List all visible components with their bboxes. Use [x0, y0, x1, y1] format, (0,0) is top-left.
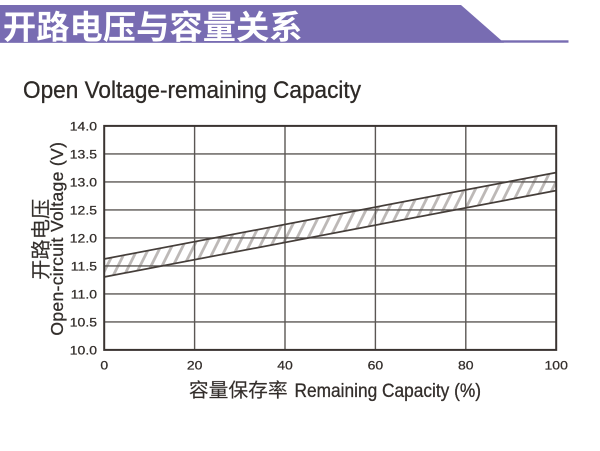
svg-text:11.5: 11.5 — [71, 259, 97, 273]
svg-text:Open-circuit Voltage (V): Open-circuit Voltage (V) — [47, 142, 67, 336]
svg-text:14.0: 14.0 — [70, 119, 97, 133]
svg-text:12.5: 12.5 — [70, 203, 97, 217]
svg-text:40: 40 — [277, 358, 293, 372]
svg-text:80: 80 — [458, 358, 474, 372]
svg-text:12.0: 12.0 — [70, 231, 97, 245]
svg-text:10.5: 10.5 — [70, 315, 97, 329]
svg-text:13.5: 13.5 — [70, 147, 97, 161]
svg-text:Remaining Capacity (%): Remaining Capacity (%) — [295, 380, 482, 402]
svg-text:100: 100 — [545, 358, 568, 372]
svg-text:11.0: 11.0 — [71, 287, 97, 301]
svg-text:13.0: 13.0 — [70, 175, 97, 189]
svg-text:60: 60 — [368, 358, 384, 372]
svg-text:20: 20 — [187, 358, 203, 372]
svg-text:10.0: 10.0 — [70, 343, 97, 357]
svg-text:Open Voltage-remaining Capacit: Open Voltage-remaining Capacity — [23, 77, 362, 104]
svg-text:0: 0 — [100, 358, 108, 372]
